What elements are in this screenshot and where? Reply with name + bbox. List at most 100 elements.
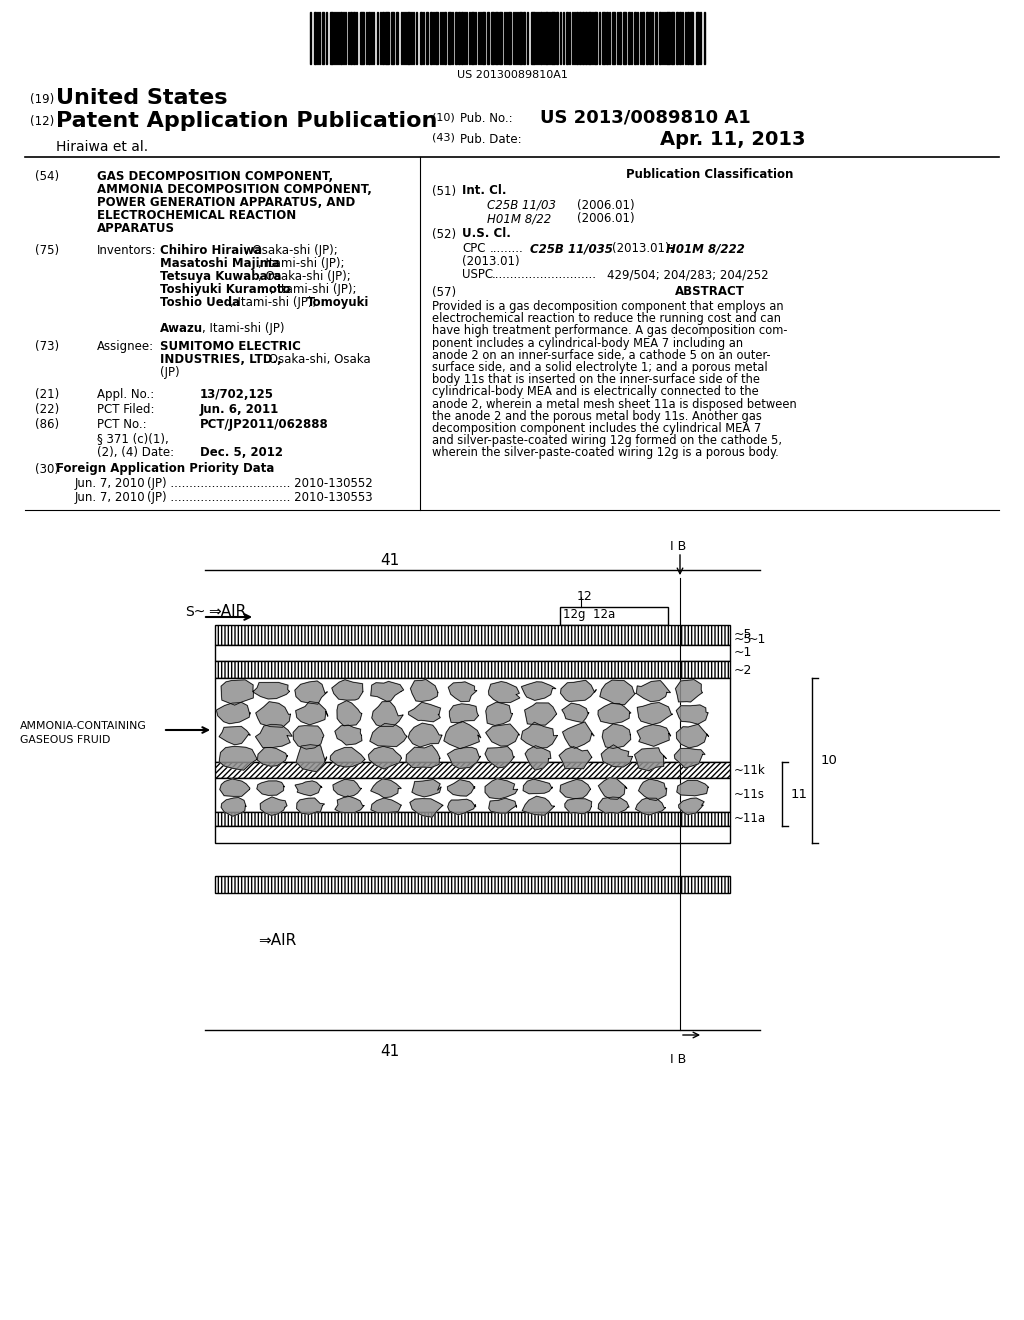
- Text: Tomoyuki: Tomoyuki: [307, 296, 370, 309]
- Text: Apr. 11, 2013: Apr. 11, 2013: [660, 129, 806, 149]
- Polygon shape: [409, 723, 442, 747]
- Polygon shape: [449, 682, 477, 702]
- Bar: [435, 12, 438, 63]
- Polygon shape: [560, 680, 596, 701]
- Bar: [215, 678, 730, 762]
- Bar: [649, 12, 651, 63]
- Text: (2006.01): (2006.01): [577, 199, 635, 213]
- Polygon shape: [370, 723, 407, 747]
- Text: 41: 41: [380, 1044, 399, 1059]
- Polygon shape: [488, 799, 516, 813]
- Polygon shape: [371, 681, 403, 701]
- Text: Masatoshi Majima: Masatoshi Majima: [160, 257, 280, 271]
- Bar: [482, 12, 485, 63]
- Bar: [471, 12, 474, 63]
- Text: (51): (51): [432, 185, 456, 198]
- Text: United States: United States: [56, 88, 227, 108]
- Bar: [687, 12, 689, 63]
- Text: 12: 12: [577, 590, 593, 603]
- Polygon shape: [677, 725, 709, 748]
- Bar: [455, 12, 457, 63]
- Text: Pub. Date:: Pub. Date:: [460, 133, 521, 147]
- Polygon shape: [601, 744, 633, 767]
- Bar: [490, 12, 494, 63]
- Polygon shape: [447, 780, 475, 796]
- Polygon shape: [412, 780, 441, 797]
- Text: Toshio Ueda: Toshio Ueda: [160, 296, 240, 309]
- Text: (2), (4) Date:: (2), (4) Date:: [97, 446, 174, 459]
- Bar: [495, 12, 498, 63]
- Text: Awazu: Awazu: [160, 322, 203, 335]
- Text: POWER GENERATION APPARATUS, AND: POWER GENERATION APPARATUS, AND: [97, 195, 355, 209]
- Bar: [449, 12, 451, 63]
- Bar: [551, 12, 555, 63]
- Text: ponent includes a cylindrical-body MEA 7 including an: ponent includes a cylindrical-body MEA 7…: [432, 337, 743, 350]
- Text: Patent Application Publication: Patent Application Publication: [56, 111, 437, 131]
- Text: ~5: ~5: [734, 634, 753, 645]
- Bar: [540, 12, 542, 63]
- Polygon shape: [450, 704, 478, 723]
- Text: ~11s: ~11s: [734, 788, 765, 801]
- Polygon shape: [257, 781, 285, 796]
- Text: Foreign Application Priority Data: Foreign Application Priority Data: [56, 462, 274, 475]
- Text: I B: I B: [670, 540, 686, 553]
- Text: AMMONIA DECOMPOSITION COMPONENT,: AMMONIA DECOMPOSITION COMPONENT,: [97, 183, 372, 195]
- Polygon shape: [639, 779, 667, 800]
- Bar: [628, 12, 630, 63]
- Polygon shape: [521, 722, 557, 748]
- Text: ELECTROCHEMICAL REACTION: ELECTROCHEMICAL REACTION: [97, 209, 296, 222]
- Text: (JP) ................................ 2010-130553: (JP) ................................ 20…: [147, 491, 373, 504]
- Bar: [671, 12, 674, 63]
- Text: Appl. No.:: Appl. No.:: [97, 388, 155, 401]
- Text: H01M 8/222: H01M 8/222: [666, 242, 744, 255]
- Polygon shape: [676, 705, 708, 725]
- Polygon shape: [406, 744, 440, 768]
- Polygon shape: [221, 797, 246, 816]
- Text: (19): (19): [30, 92, 54, 106]
- Bar: [420, 12, 422, 63]
- Bar: [215, 826, 730, 843]
- Text: ABSTRACT: ABSTRACT: [675, 285, 744, 298]
- Text: , Osaka-shi (JP);: , Osaka-shi (JP);: [245, 244, 338, 257]
- Text: 12g  12a: 12g 12a: [563, 609, 615, 620]
- Bar: [582, 12, 584, 63]
- Text: C25B 11/03: C25B 11/03: [487, 199, 556, 213]
- Text: ~2: ~2: [734, 664, 753, 676]
- Bar: [215, 762, 730, 777]
- Polygon shape: [485, 747, 514, 768]
- Polygon shape: [297, 799, 325, 814]
- Bar: [618, 12, 621, 63]
- Text: (JP): (JP): [160, 366, 179, 379]
- Polygon shape: [444, 721, 481, 748]
- Bar: [322, 12, 324, 63]
- Text: S~: S~: [185, 605, 206, 619]
- Text: Jun. 6, 2011: Jun. 6, 2011: [200, 403, 280, 416]
- Bar: [612, 12, 615, 63]
- Text: AMMONIA-CONTAINING: AMMONIA-CONTAINING: [20, 721, 146, 731]
- Bar: [368, 12, 370, 63]
- Text: C25B 11/035: C25B 11/035: [530, 242, 613, 255]
- Bar: [215, 645, 730, 661]
- Text: (2013.01): (2013.01): [462, 255, 519, 268]
- Bar: [499, 12, 502, 63]
- Text: , Itami-shi (JP): , Itami-shi (JP): [202, 322, 285, 335]
- Polygon shape: [332, 680, 362, 700]
- Text: cylindrical-body MEA and is electrically connected to the: cylindrical-body MEA and is electrically…: [432, 385, 759, 399]
- Text: Osaka-shi, Osaka: Osaka-shi, Osaka: [265, 352, 371, 366]
- Bar: [487, 12, 489, 63]
- Bar: [360, 12, 364, 63]
- Text: ~1: ~1: [748, 634, 766, 645]
- Bar: [430, 12, 432, 63]
- Polygon shape: [369, 746, 401, 770]
- Text: 13/702,125: 13/702,125: [200, 388, 274, 401]
- Polygon shape: [635, 748, 667, 771]
- Bar: [215, 777, 730, 812]
- Polygon shape: [485, 725, 519, 746]
- Text: (73): (73): [35, 341, 59, 352]
- Polygon shape: [219, 746, 257, 770]
- Text: (JP) ................................ 2010-130552: (JP) ................................ 20…: [147, 477, 373, 490]
- Text: (52): (52): [432, 228, 456, 242]
- Text: ⇒AIR: ⇒AIR: [258, 933, 296, 948]
- Text: (10): (10): [432, 112, 455, 121]
- Polygon shape: [559, 747, 592, 768]
